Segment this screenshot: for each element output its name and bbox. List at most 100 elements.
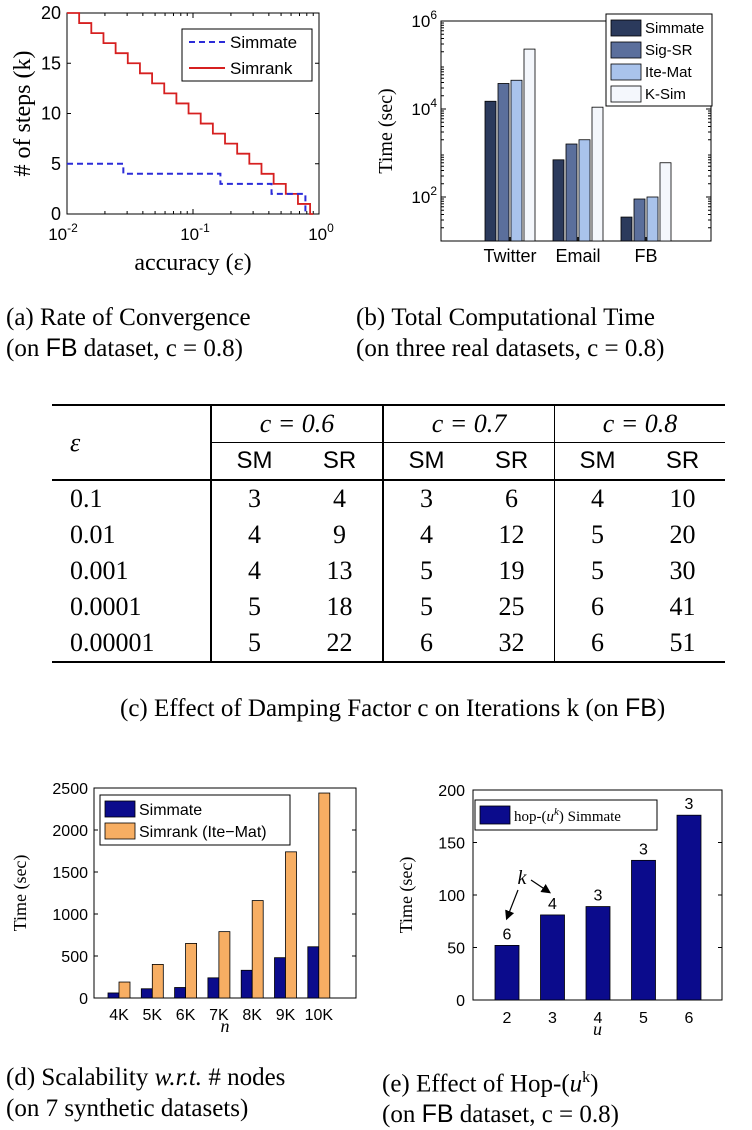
table-cell: 12 [498, 520, 525, 549]
bar-sig-sr [565, 143, 578, 242]
y-tick-label: 102 [411, 184, 437, 207]
bar-simmate [307, 946, 320, 999]
bar-hop-simmate [631, 859, 656, 1001]
x-tick-label: FB [634, 246, 657, 266]
table-cell: 19 [498, 556, 525, 585]
x-tick-label: 10-2 [48, 221, 78, 244]
bar-simmate [207, 977, 220, 999]
x-tick-label: 4K [109, 1007, 129, 1024]
y-tick-label: 2000 [52, 823, 88, 840]
eps-cell: 0.0001 [70, 592, 142, 621]
bar-sig-sr [633, 198, 646, 242]
caption-b: (b) Total Computational Time (on three r… [356, 304, 665, 362]
x-tick-label: 6 [685, 1010, 694, 1027]
eps-cell: 0.001 [70, 556, 129, 585]
annotation-arrow [505, 889, 519, 921]
table-cell: 51 [669, 628, 696, 657]
table-cell: 4 [554, 480, 640, 517]
x-tick-label: 3 [548, 1010, 557, 1027]
caption-e: (e) Effect of Hop-(uk) (on FB dataset, c… [382, 1069, 619, 1129]
bar-ite-mat [510, 79, 523, 242]
bar-simmate [274, 957, 286, 999]
x-tick-label: 8K [242, 1007, 262, 1024]
legend-label: Sig-SR [645, 42, 693, 59]
legend-swatch [610, 19, 642, 37]
bar-ite-mat [578, 139, 591, 242]
bar-simrank [218, 931, 231, 999]
table-row: 0.00001 5 22 6 32 6 51 [52, 625, 725, 662]
y-tick-label: 1000 [52, 907, 88, 924]
x-axis-label: accuracy (ε) [134, 250, 251, 276]
bar-data-label: 3 [639, 841, 648, 858]
bar-data-label: 4 [548, 896, 557, 913]
legend-label: Simmate [139, 802, 202, 819]
legend-swatch [479, 805, 511, 825]
bar-simrank [251, 900, 264, 999]
legend-swatch [104, 822, 136, 840]
subheader: SR [322, 447, 357, 474]
subheader: SM [210, 442, 297, 480]
legend-label: Simmate [230, 33, 297, 52]
y-tick-label: 0 [456, 993, 465, 1010]
bar-simrank [185, 943, 198, 999]
legend-label: Ite-Mat [645, 64, 693, 81]
x-tick-label: 6K [176, 1007, 196, 1024]
x-tick-label: 5K [143, 1007, 163, 1024]
y-tick-label: 100 [438, 888, 465, 905]
table-cell: 20 [669, 520, 696, 549]
series-line-simrank [67, 12, 314, 215]
eps-header: ε [70, 427, 81, 457]
x-tick-label: Email [555, 246, 600, 266]
subheader: SR [494, 447, 529, 474]
table-cell: 30 [669, 556, 696, 585]
table-cell: 41 [669, 592, 696, 621]
table-cell: 5 [382, 553, 469, 589]
bar-data-label: 3 [685, 796, 694, 813]
subheader: SM [382, 442, 469, 480]
table-cell: 3 [382, 480, 469, 517]
bar-simrank [118, 981, 131, 999]
legend-label: Simmate [645, 20, 704, 37]
legend-label: K-Sim [645, 86, 686, 103]
table-cell: 6 [505, 484, 518, 513]
group-header: c = 0.7 [382, 405, 555, 443]
bar-sig-sr [497, 83, 510, 242]
table-cell: 10 [669, 484, 696, 513]
table-cell: 5 [382, 589, 469, 625]
bar-simmate [240, 969, 253, 999]
legend-label: hop-(uk) Simmate [514, 806, 621, 825]
table-row: 0.0001 5 18 5 25 6 41 [52, 589, 725, 625]
y-axis-label: Time (sec) [375, 88, 397, 173]
legend-label: Simrank (Ite−Mat) [139, 824, 267, 841]
legend-swatch [610, 41, 642, 59]
x-tick-label: 5 [639, 1010, 648, 1027]
bar-simmate [174, 987, 187, 999]
y-tick-label: 5 [51, 154, 61, 174]
eps-cell: 0.01 [70, 520, 116, 549]
bar-k-sim [523, 48, 536, 242]
annotation-arrow [530, 879, 551, 894]
y-tick-label: 200 [438, 783, 465, 800]
x-tick-label: 100 [308, 221, 334, 244]
subheader: SM [554, 442, 640, 480]
y-tick-label: 1500 [52, 865, 88, 882]
bar-data-label: 3 [594, 888, 603, 905]
y-tick-label: 500 [61, 949, 88, 966]
x-tick-label: Twitter [483, 246, 536, 266]
bar-simrank [318, 792, 331, 999]
x-tick-label: 2 [503, 1010, 512, 1027]
bar-data-label: 6 [503, 926, 512, 943]
x-tick-label: 10-1 [180, 221, 210, 244]
bar-simmate [484, 100, 497, 242]
x-tick-label: 7K [209, 1007, 229, 1024]
bar-simrank [285, 851, 297, 999]
table-cell: 3 [210, 480, 297, 517]
bar-simmate [140, 988, 153, 999]
subheader: SR [665, 447, 700, 474]
table-row: 0.1 3 4 3 6 4 10 [52, 480, 725, 517]
table-cell: 5 [210, 589, 297, 625]
caption-c: (c) Effect of Damping Factor c on Iterat… [120, 694, 666, 722]
table-cell: 4 [210, 553, 297, 589]
legend-swatch [610, 85, 642, 103]
